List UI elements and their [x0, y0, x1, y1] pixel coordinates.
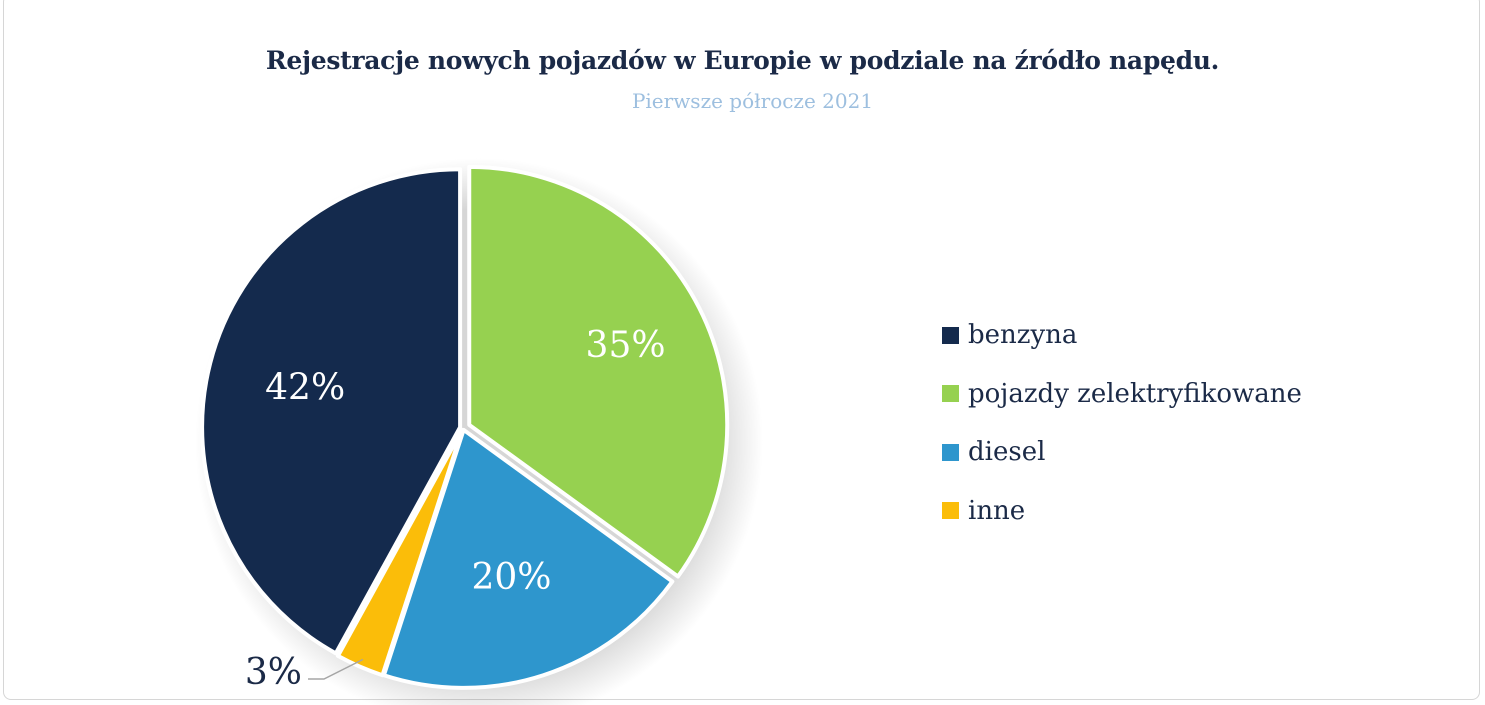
legend-swatch [942, 502, 959, 520]
legend-label: diesel [968, 437, 1046, 468]
legend-item: benzyna [942, 306, 1302, 365]
legend-label: benzyna [968, 320, 1078, 351]
legend-item: inne [942, 482, 1302, 541]
legend-item: diesel [942, 423, 1302, 482]
pie-slice-diesel [381, 427, 675, 690]
pie-labels: 35% 20% 3% 42% [245, 325, 666, 693]
pie-slice-benzyna [200, 167, 463, 656]
pie-leader-line [308, 658, 364, 680]
legend-swatch [942, 326, 959, 344]
pie-label-benzyna: 42% [265, 367, 345, 408]
pie-label-inne: 3% [245, 652, 302, 693]
legend-swatch [942, 385, 959, 403]
chart-subtitle: Pierwsze półrocze 2021 [631, 89, 874, 113]
chart-title: Rejestracje nowych pojazdów w Europie w … [265, 46, 1220, 75]
legend: benzyna pojazdy zelektryfikowane diesel inn… [942, 306, 1302, 540]
pie-slices [200, 164, 730, 690]
legend-label: inne [968, 495, 1026, 526]
pie-slice-inne [335, 427, 465, 678]
pie-label-pojazdy-zelektryfikowane: 35% [586, 325, 666, 366]
legend-swatch [942, 443, 959, 461]
legend-label: pojazdy zelektryfikowane [968, 378, 1302, 409]
legend-item: pojazdy zelektryfikowane [942, 365, 1302, 424]
pie-label-diesel: 20% [471, 557, 551, 598]
pie-slice-pojazdy-zelektryfikowane [467, 164, 730, 579]
